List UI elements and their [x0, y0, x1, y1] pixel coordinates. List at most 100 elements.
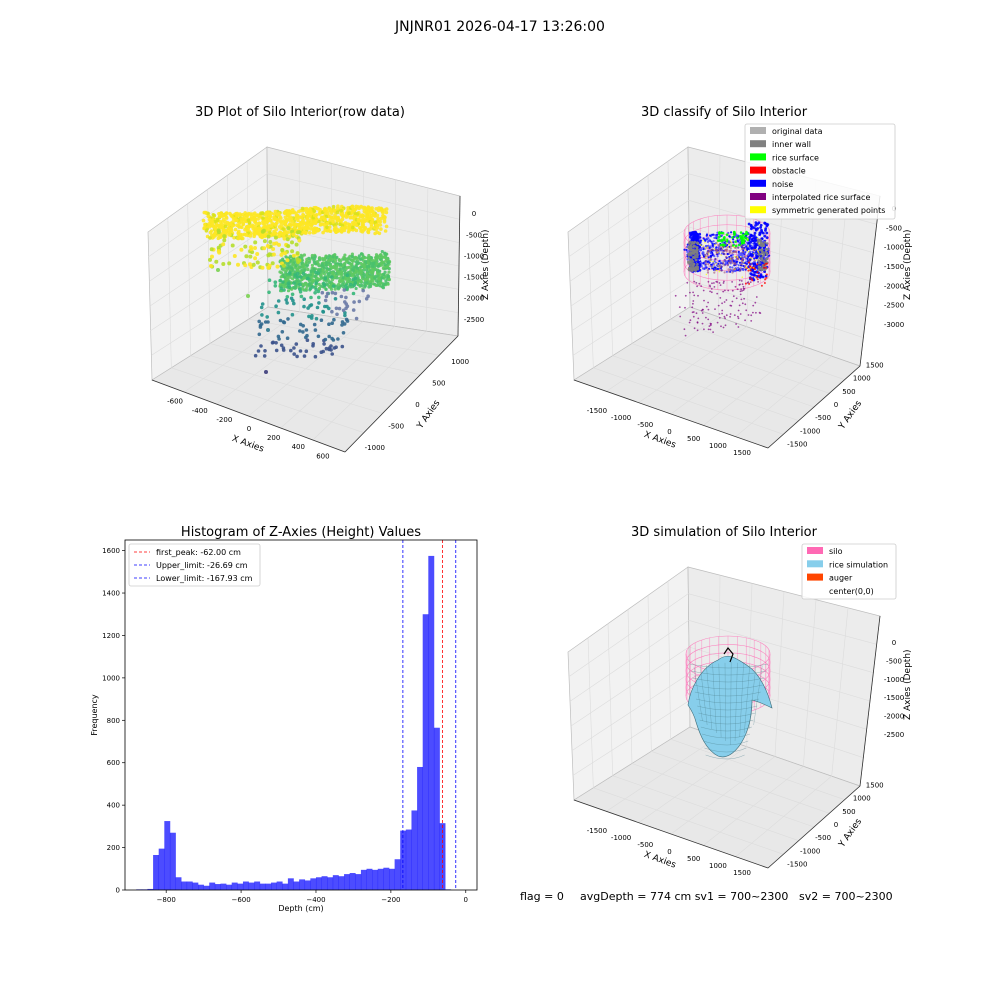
data-point [302, 297, 307, 302]
data-point [342, 262, 346, 266]
data-point [674, 294, 677, 297]
data-point [366, 209, 371, 214]
legend-label-noise: noise [772, 180, 793, 189]
data-point [325, 221, 330, 226]
data-point [709, 234, 712, 237]
data-point [700, 309, 703, 312]
data-point [690, 248, 693, 252]
x-tick-label: 1500 [733, 869, 751, 877]
data-point [285, 336, 290, 341]
data-point [735, 323, 737, 325]
data-point [361, 256, 365, 260]
data-point [232, 254, 237, 258]
legend-swatch-inner-wall [750, 140, 766, 148]
data-point [692, 262, 696, 266]
data-point [742, 261, 745, 264]
data-point [763, 270, 766, 273]
data-point [302, 230, 306, 234]
data-point [244, 225, 249, 229]
data-point [334, 271, 338, 275]
data-point [302, 304, 306, 309]
panel2-xlabel: X Axies [643, 430, 678, 451]
data-point [752, 266, 755, 269]
data-point [290, 208, 295, 212]
x-tick-label: −400 [306, 896, 325, 904]
data-point [734, 285, 737, 288]
data-point [712, 240, 715, 243]
data-point [734, 240, 737, 243]
y-tick-label: 0 [116, 887, 120, 895]
data-point [354, 256, 358, 260]
data-point [239, 247, 244, 252]
data-point [285, 295, 290, 299]
y-tick-label: -1500 [787, 441, 807, 449]
surface-mesh-line [693, 684, 763, 690]
data-point [730, 254, 733, 257]
data-point [304, 328, 309, 332]
data-point [727, 241, 731, 244]
y-tick-label: 200 [107, 844, 120, 852]
data-point [257, 319, 262, 324]
histogram-bar [349, 873, 356, 890]
data-point [340, 344, 345, 349]
data-point [286, 317, 290, 321]
panel1-zlabel: Z Axies (Depth) [481, 229, 491, 300]
data-point [215, 223, 220, 228]
data-point [228, 227, 233, 232]
data-point [720, 248, 724, 251]
surface-mesh-line [712, 664, 717, 734]
data-point [339, 294, 344, 299]
legend-label-obstacle: obstacle [772, 167, 806, 176]
data-point [298, 329, 302, 333]
data-point [692, 302, 694, 305]
data-point [331, 220, 336, 224]
panel-classify-3d: 3D classify of Silo Interior -1500-1000-… [567, 105, 913, 457]
z-tick-label: -1500 [884, 263, 904, 271]
data-point [311, 230, 316, 235]
data-point [710, 323, 712, 325]
data-point [741, 283, 744, 286]
data-point [721, 302, 723, 305]
data-point [273, 284, 278, 288]
surface-mesh-line [748, 665, 757, 730]
data-point [732, 295, 735, 298]
data-point [709, 252, 712, 255]
data-point [729, 249, 732, 252]
data-point [299, 270, 303, 275]
histogram-axes-frame [124, 539, 478, 891]
data-point [374, 223, 379, 228]
data-point [737, 246, 740, 249]
data-point [259, 322, 264, 326]
data-point [686, 250, 689, 253]
data-point [758, 248, 762, 252]
y-tick-label: 1000 [102, 674, 120, 682]
data-point [387, 270, 391, 274]
data-point [320, 264, 324, 268]
data-point [362, 228, 366, 232]
data-point [721, 312, 723, 315]
data-point [309, 227, 313, 231]
x-tick-label: 0 [464, 896, 468, 904]
data-point [697, 317, 700, 320]
data-point [717, 236, 720, 239]
data-point [705, 244, 708, 248]
data-point [292, 352, 297, 356]
data-point [253, 231, 258, 236]
data-point [743, 251, 746, 254]
surface-mesh-line [753, 665, 763, 726]
data-point [736, 256, 739, 258]
data-point [316, 334, 321, 339]
data-point [308, 281, 312, 285]
data-point [760, 257, 764, 261]
grid-line [151, 280, 268, 356]
data-point [729, 315, 731, 318]
data-point [278, 232, 282, 236]
data-point [723, 253, 726, 256]
data-point [296, 263, 300, 267]
data-point [725, 299, 728, 301]
data-point [753, 237, 757, 241]
data-point [707, 328, 710, 331]
x-tick-label: −600 [231, 896, 250, 904]
data-point [307, 231, 312, 235]
